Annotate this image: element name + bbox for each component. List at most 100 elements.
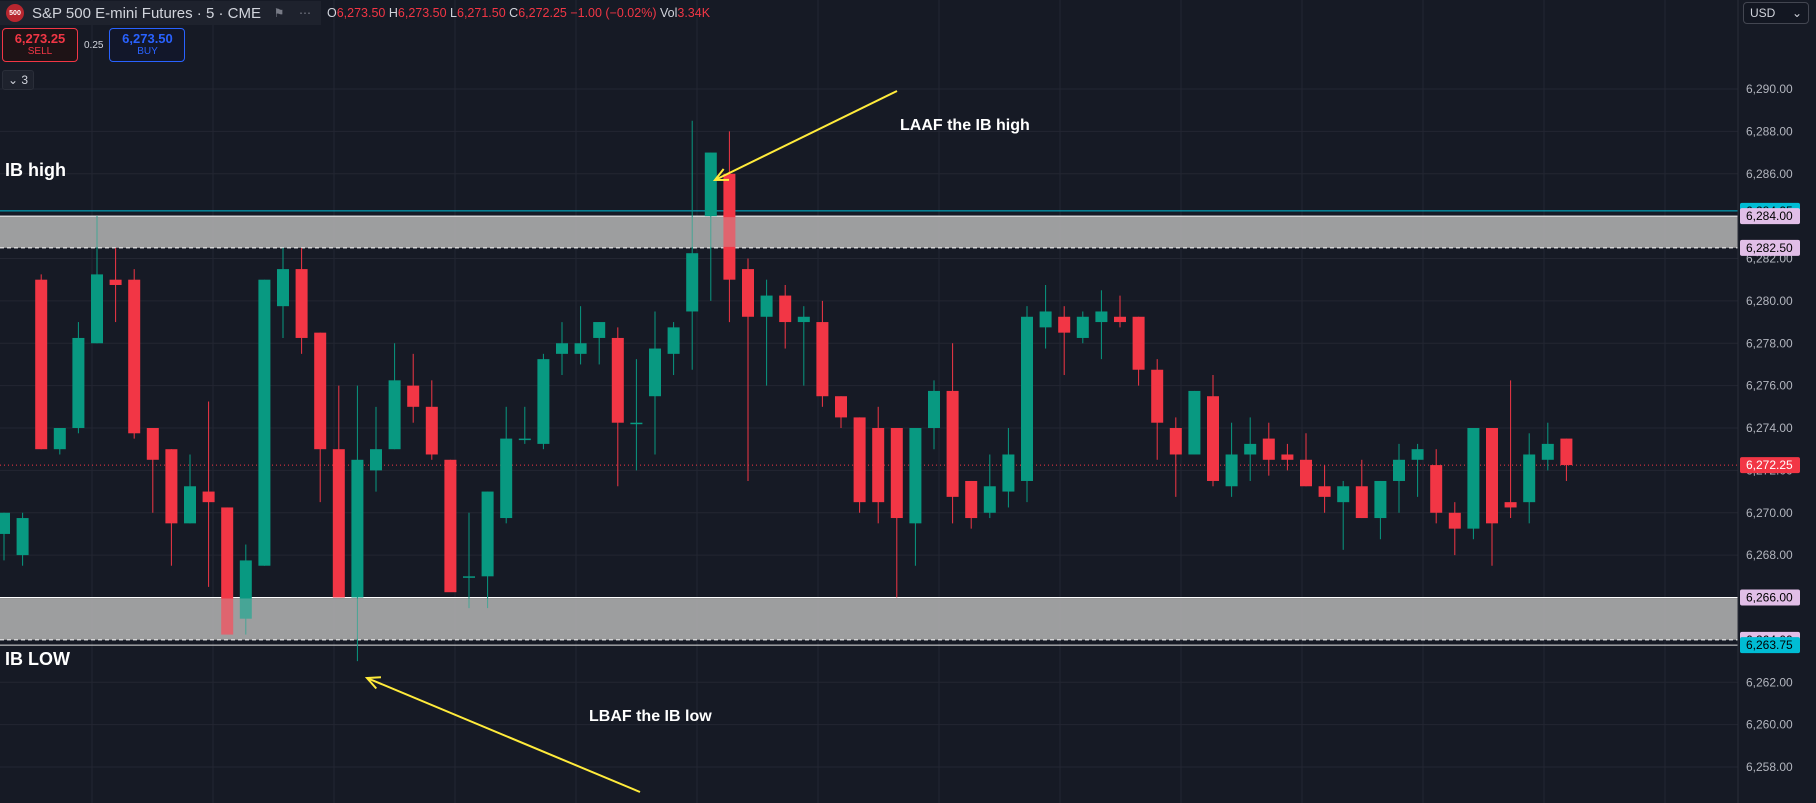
candle-body [146,428,159,460]
exchange-logo: 500 [6,4,24,22]
candle-body [351,459,364,598]
candle-body [556,343,568,354]
price-label: 6,263.75 [1746,638,1793,652]
ib-low-zone [0,597,1738,640]
candle-body [835,396,847,418]
symbol-title[interactable]: S&P 500 E-mini Futures · 5 · CME [32,4,261,22]
candle-body [1039,311,1052,328]
laaf-arrow [714,90,898,181]
sell-button[interactable]: 6,273.25 SELL [2,28,78,62]
candle-body [295,269,308,338]
candle-body [1430,465,1443,513]
candle-body [537,359,550,444]
currency-select[interactable]: USD ⌄ [1743,2,1809,24]
candle-body [1411,449,1424,460]
sell-price: 6,273.25 [14,31,66,46]
symbol-header: 500 S&P 500 E-mini Futures · 5 · CME ⚑ ⋯… [0,0,710,26]
candle-body [1541,443,1554,460]
candle-body [1058,316,1071,333]
candle-body [1114,316,1126,323]
candle-body [965,480,978,519]
ohlc-readout: O6,273.50 H6,273.50 L6,271.50 C6,272.25 … [327,6,710,20]
flag-icon[interactable]: ⚑ [273,6,285,20]
candle-body [797,316,810,323]
price-label-bg [1740,239,1800,256]
ohlc-close-key: C [509,6,519,20]
currency-value: USD [1750,6,1776,20]
y-tick-label: 6,258.00 [1746,760,1793,774]
lbaf-annotation: LBAF the IB low [589,708,712,725]
candle-body [1393,459,1405,481]
candle-body [1281,454,1294,460]
candle-body [35,279,48,450]
candle-body [1002,454,1015,492]
y-tick-label: 6,274.00 [1746,421,1793,435]
price-label-bg [1740,208,1800,225]
candle-body [407,385,420,407]
candle-body [723,173,736,280]
candle-body [202,491,215,503]
volume-key: Vol [659,6,678,20]
candle-body [1021,316,1033,481]
candle-body [928,390,940,428]
price-label-bg [1740,589,1800,606]
price-label: 6,272.25 [1746,458,1793,472]
candle-body [518,438,531,441]
candle-body [500,438,513,519]
ib-high-zone [0,216,1738,248]
candle-body [239,560,252,619]
symbol-title-box[interactable]: 500 S&P 500 E-mini Futures · 5 · CME ⚑ ⋯ [0,1,321,25]
ib-high-zone-overlay [0,217,1738,247]
candle-body [1225,454,1238,487]
lbaf-arrow-head [364,676,382,690]
candle-body [630,422,643,425]
candle-body [946,390,959,497]
candle-body [444,459,457,593]
buy-button[interactable]: 6,273.50 BUY [109,28,186,62]
ib-high-annotation: IB high [5,160,66,180]
candle-body [1355,486,1368,519]
ib-low-annotation: IB LOW [5,649,70,669]
ohlc-high-value: 6,273.50 [397,6,447,20]
buy-price: 6,273.50 [122,31,173,46]
candle-body [1076,316,1089,338]
y-tick-label: 6,262.00 [1746,675,1793,689]
candle-body [1207,396,1219,481]
candle-body [1262,438,1275,460]
candle-body [890,428,903,519]
y-tick-label: 6,268.00 [1746,548,1793,562]
y-tick-label: 6,280.00 [1746,294,1793,308]
laaf-arrow-head [712,168,730,182]
candle-body [1374,480,1387,519]
candle-body [853,417,866,503]
candle-body [1318,486,1331,497]
candle-body [165,449,178,524]
candle-body [686,253,699,312]
candle-body [649,348,661,397]
indicators-count: 3 [21,73,29,87]
candle-body [72,337,85,428]
candle-body [1504,502,1517,508]
volume-value: 3.34K [677,6,711,20]
candle-body [388,380,401,450]
candle-body [1560,438,1573,466]
price-label: 6,266.00 [1746,591,1793,605]
chevron-down-icon: ⌄ [7,73,22,87]
chevron-down-icon: ⌄ [1791,6,1802,20]
y-tick-label: 6,290.00 [1746,82,1793,96]
more-options-icon[interactable]: ⋯ [298,6,311,20]
laaf-annotation: LAAF the IB high [900,117,1030,134]
candle-body [332,449,345,598]
candle-body [983,486,996,513]
candle-body [667,327,680,354]
indicators-toggle[interactable]: ⌄ 3 [2,70,34,90]
ohlc-low-value: 6,271.50 [457,6,506,20]
ohlc-open-key: O [326,6,337,20]
y-tick-label: 6,286.00 [1746,167,1793,181]
candle-body [277,269,289,307]
candle-body [1300,459,1312,487]
y-tick-label: 6,276.00 [1746,379,1793,393]
candle-body [184,486,196,524]
